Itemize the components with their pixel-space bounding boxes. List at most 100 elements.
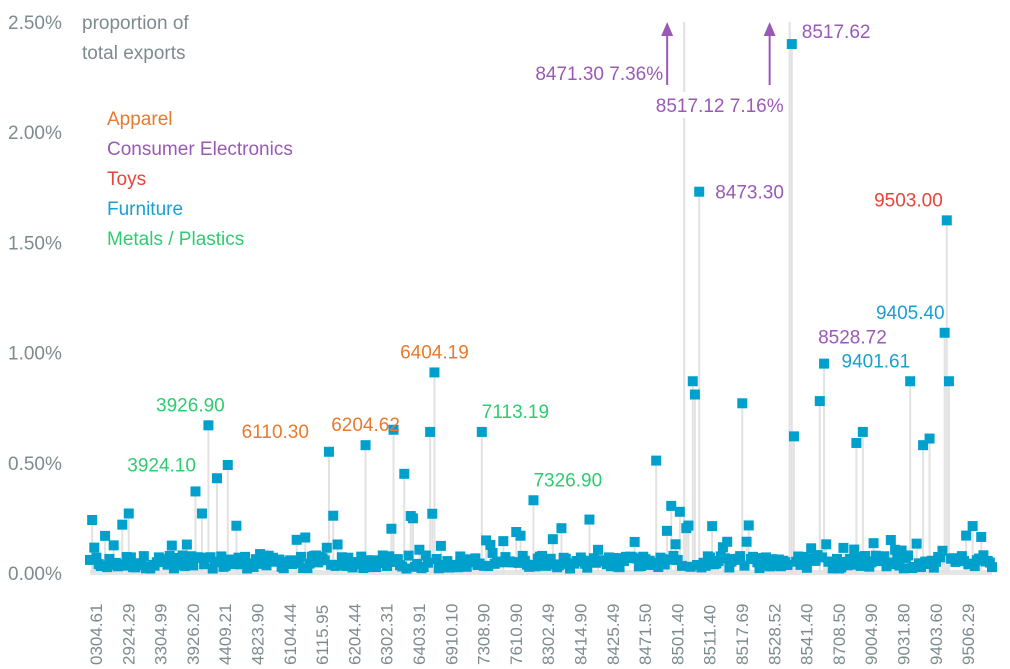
data-point [801,562,812,573]
x-tick-label: 9031.80 [895,604,914,665]
data-point [332,539,343,550]
data-point [179,561,190,572]
x-tick-label: 7308.90 [475,604,494,665]
data-point [898,563,909,574]
data-point [108,540,119,551]
data-point [162,559,173,570]
data-point [186,551,197,562]
data-point [672,554,683,565]
data-point [401,563,412,574]
arrow-up-icon [763,22,776,36]
data-point [859,550,870,561]
x-tick-label: 2924.29 [119,604,138,665]
x-tick-label: 8511.40 [701,605,720,665]
data-point [887,559,898,570]
x-tick-label: 6302.31 [378,604,397,665]
data-point [943,376,954,387]
data-point [903,550,914,561]
y-tick-label: 2.50% [8,13,62,34]
data-point [722,536,733,547]
annotation-label: 6204.62 [331,415,400,436]
x-tick-label: 8414.90 [572,604,591,665]
data-point [915,562,926,573]
data-point [851,437,862,448]
data-point [123,508,134,519]
data-point [476,426,487,437]
stem-lines [90,22,992,575]
data-point [547,534,558,545]
data-point [821,539,832,550]
data-point [605,561,616,572]
data-point [847,559,858,570]
data-point [85,554,95,565]
legend-item: Furniture [107,199,183,220]
x-tick-label: 8528.52 [765,604,784,665]
data-point [939,327,950,338]
data-point [885,534,896,545]
data-point [969,561,980,572]
data-point [403,550,414,561]
x-tick-label: 6204.44 [345,604,364,665]
data-point [661,525,672,536]
data-point [164,550,175,561]
data-point [666,500,677,511]
data-point [323,446,334,457]
data-point [868,538,879,549]
data-point [987,562,997,573]
data-point [407,513,418,524]
data-point [295,551,306,562]
data-point [545,553,556,564]
data-point [319,555,330,566]
data-point [694,186,705,197]
data-point [399,468,410,479]
annotation-label: 8517.62 [802,22,871,43]
legend-item: Metals / Plastics [107,229,244,250]
data-point [636,560,647,571]
x-tick-label: 0304.61 [87,604,106,665]
data-point [941,215,952,226]
data-point [819,358,830,369]
data-point [674,506,685,517]
data-point [420,550,431,561]
x-tick-label: 8541.40 [798,604,817,665]
data-point [593,544,604,555]
data-point [724,562,735,573]
annotation-label: 3926.90 [156,395,225,416]
data-point [560,553,571,564]
data-point [788,431,799,442]
data-point [554,560,565,571]
annotation-label: 7113.19 [482,402,549,423]
data-point [756,560,767,571]
data-point [704,552,715,563]
x-tick-label: 8501.40 [668,604,687,665]
data-point [461,561,472,572]
data-point [896,545,907,556]
data-point [356,551,367,562]
arrow-up-icon [661,22,674,36]
y-axis: 0.00% 0.50% 1.00% 1.50% 2.00% 2.50% [8,13,62,585]
y-tick-label: 0.50% [8,454,62,475]
data-point [782,559,793,570]
data-point [530,561,541,572]
data-point [653,562,664,573]
data-point [584,514,595,525]
data-point [556,523,567,534]
data-point [181,539,192,550]
data-point [304,558,315,569]
data-point [91,552,102,563]
data-point [631,553,642,564]
data-point [810,555,821,566]
data-point [700,560,711,571]
data-point [239,551,250,562]
annotation-label: 8473.30 [715,183,784,204]
data-point [844,553,855,564]
data-point [890,544,901,555]
data-point [188,560,199,571]
data-point [237,557,248,568]
data-point [414,544,425,555]
data-point [515,530,526,541]
y-tick-label: 2.00% [8,123,62,144]
x-tick-label: 9403.60 [927,604,946,665]
data-point [386,523,397,534]
